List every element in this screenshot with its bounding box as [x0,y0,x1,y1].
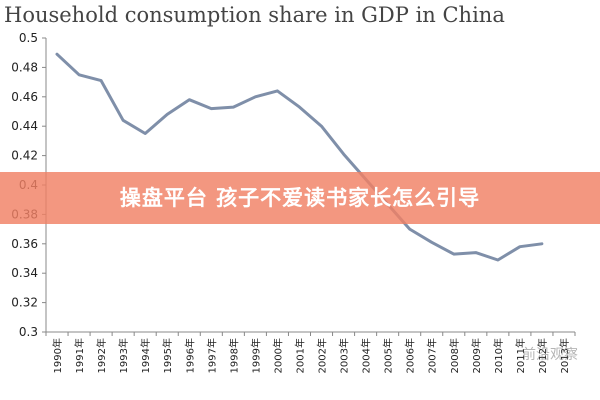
data-point [518,245,522,248]
x-tick-label: 2004年 [360,338,373,373]
x-tick-label: 1992年 [95,338,108,373]
watermark: 前沿观察 [522,347,578,363]
series-group [55,52,544,262]
x-tick-label: 1999年 [249,338,262,373]
y-tick-label: 0.42 [11,149,38,163]
x-tick-label: 1995年 [161,338,174,373]
data-point [99,79,103,82]
data-point [121,119,125,122]
y-tick-label: 0.48 [11,60,38,74]
series-line-0 [55,52,544,262]
x-axis-ticks: 1990年 1991年 1992年 1993年 1994年 1995年 1996年 1997年… [45,332,576,373]
y-tick-label: 0.44 [11,119,38,133]
y-tick-label: 0.5 [19,31,38,45]
x-tick-label: 2003年 [338,338,351,373]
data-point [298,105,301,109]
banner-text: 操盘平台 孩子不爱读书家长怎么引导 [119,186,481,210]
x-tick-label: 2009年 [470,338,483,373]
data-point [254,95,257,99]
x-tick-label: 1998年 [227,338,240,373]
x-tick-label: 1996年 [183,338,196,373]
data-point [210,107,213,110]
x-tick-label: 1997年 [205,338,218,373]
x-tick-label: 2012年 [536,338,549,373]
x-tick-label: 2000年 [271,338,284,373]
data-point [496,258,500,262]
x-tick-label: 2006年 [404,338,417,373]
chart-title: Household consumption share in GDP in Ch… [4,3,505,27]
y-tick-label: 0.46 [11,90,38,104]
x-tick-label: 2010年 [492,338,505,373]
x-tick-label: 2007年 [426,338,439,373]
x-tick-label: 2013年 [558,338,571,373]
data-point [77,73,81,77]
data-point [452,252,455,256]
x-tick-label: 1991年 [73,338,86,373]
x-tick-label: 2002年 [316,338,329,373]
x-tick-label: 2001年 [293,338,306,373]
data-point [342,152,345,156]
overlay-banner: 操盘平台 孩子不爱读书家长怎么引导 [0,172,600,224]
y-tick-label: 0.32 [11,296,38,310]
data-point [166,113,169,116]
x-tick-label: 1993年 [117,338,130,373]
y-tick-label: 0.34 [11,266,38,280]
data-point [430,241,433,244]
x-tick-label: 2011年 [514,338,527,373]
data-point [232,105,235,109]
x-tick-label: 2008年 [448,338,461,373]
data-point [408,227,411,231]
y-tick-label: 0.36 [11,237,38,251]
x-tick-label: 1994年 [139,338,152,373]
data-point [144,132,147,135]
x-tick-label: 2005年 [382,338,395,373]
data-point [474,251,477,254]
y-tick-label: 0.3 [19,325,38,339]
data-point [540,242,544,245]
data-point [276,89,279,93]
data-point [55,53,59,56]
data-point [188,98,191,101]
data-point [320,125,323,128]
x-tick-label: 1990年 [51,338,64,373]
